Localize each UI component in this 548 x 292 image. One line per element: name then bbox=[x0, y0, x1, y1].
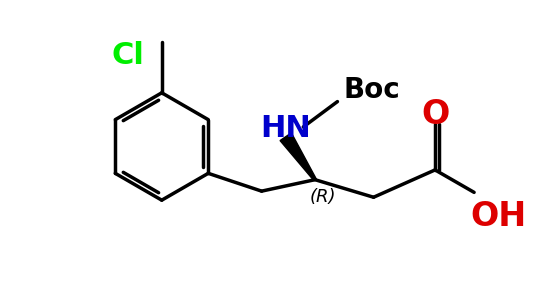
Text: Cl: Cl bbox=[111, 41, 144, 70]
Text: HN: HN bbox=[260, 114, 311, 143]
Text: O: O bbox=[421, 98, 449, 131]
Text: (R): (R) bbox=[310, 188, 336, 206]
Text: OH: OH bbox=[470, 200, 527, 233]
Polygon shape bbox=[280, 133, 316, 180]
Text: Boc: Boc bbox=[343, 76, 400, 104]
